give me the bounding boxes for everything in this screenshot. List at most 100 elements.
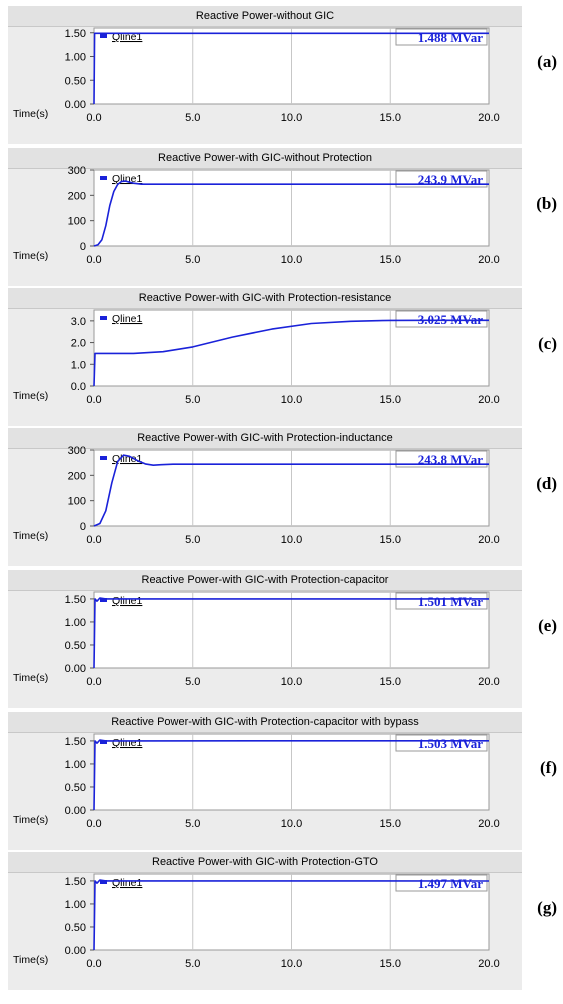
chart-panel: Reactive Power-without GIC 0.00 0.50 1.00 1.… [8,6,522,144]
x-tick-label: 10.0 [281,676,302,688]
x-tick-label: 20.0 [478,534,499,546]
x-axis-label: Time(s) [13,814,49,826]
x-tick-label: 0.0 [86,676,101,688]
y-tick-label: 1.50 [65,876,86,888]
y-tick-label: 0 [80,521,86,533]
chart-panel: Reactive Power-with GIC-with Protection-… [8,712,522,850]
x-axis-label: Time(s) [13,390,49,402]
y-tick-label: 1.00 [65,52,86,64]
x-tick-label: 0.0 [86,818,101,830]
value-box [395,592,488,610]
legend-label: Qline1 [112,453,143,465]
chart-panel: Reactive Power-with GIC-without Protecti… [8,148,522,286]
x-tick-label: 20.0 [478,112,499,124]
legend-swatch [100,34,107,38]
legend-label: Qline1 [112,595,143,607]
legend-swatch [100,740,107,744]
x-tick-label: 15.0 [380,958,401,970]
y-tick-label: 1.00 [65,899,86,911]
legend-swatch [100,598,107,602]
legend-swatch [100,456,107,460]
panel-label: (b) [536,194,557,213]
x-tick-label: 5.0 [185,676,200,688]
chart-title: Reactive Power-with GIC-with Protection-… [8,428,522,449]
x-tick-label: 0.0 [86,958,101,970]
y-tick-label: 1.0 [71,359,86,371]
x-axis-label: Time(s) [13,250,49,262]
value-readout: 1.501 MVar [418,594,483,609]
x-tick-label: 15.0 [380,394,401,406]
x-axis-label: Time(s) [13,108,49,120]
y-tick-label: 200 [68,190,86,202]
chart-title: Reactive Power-with GIC-with Protection-… [8,712,522,733]
panel-label: (e) [538,616,557,635]
chart-title: Reactive Power-with GIC-with Protection-… [8,852,522,873]
series-line [93,879,490,951]
chart-svg: 0.000.501.001.500.0 5.0 10.0 15.0 20.0Qline1… [65,27,500,124]
x-tick-label: 5.0 [185,394,200,406]
x-tick-label: 15.0 [380,254,401,266]
chart-svg: 0.000.501.001.500.0 5.0 10.0 15.0 20.0Qline1… [65,733,500,830]
series-line [93,32,489,105]
x-tick-label: 5.0 [185,818,200,830]
value-readout: 3.025 MVar [418,312,483,327]
x-axis-label: Time(s) [13,672,49,684]
y-tick-label: 1.50 [65,28,86,40]
y-tick-label: 0.00 [65,945,86,957]
value-box [395,734,488,752]
legend-label: Qline1 [112,877,143,889]
chart-svg: 0.000.501.001.500.0 5.0 10.0 15.0 20.0Qline1… [65,873,500,970]
legend-label: Qline1 [112,313,143,325]
y-tick-label: 1.00 [65,617,86,629]
series-line [93,739,490,811]
y-tick-label: 3.0 [71,316,86,328]
value-readout: 1.503 MVar [418,736,483,751]
chart-svg: 0.0 1.0 2.0 3.0 0.0 5.0 10.0 15.0 20.0 Qline1 3.02… [71,309,500,406]
y-tick-label: 1.00 [65,759,86,771]
y-tick-label: 0.50 [65,640,86,652]
x-tick-label: 5.0 [185,112,200,124]
y-tick-label: 0.0 [71,381,86,393]
x-tick-label: 20.0 [478,254,499,266]
y-tick-label: 0.00 [65,805,86,817]
value-box [395,170,488,188]
value-box [395,450,488,468]
panel-label: (c) [538,334,557,353]
chart-title: Reactive Power-with GIC-with Protection-… [8,570,522,591]
x-tick-label: 0.0 [86,254,101,266]
x-tick-label: 20.0 [478,394,499,406]
x-tick-label: 20.0 [478,676,499,688]
panel-label: (f) [540,758,557,777]
y-tick-label: 0.50 [65,782,86,794]
legend-label: Qline1 [112,737,143,749]
y-tick-label: 2.0 [71,338,86,350]
chart-panel: Reactive Power-with GIC-with Protection-… [8,570,522,708]
x-tick-label: 5.0 [185,534,200,546]
value-readout: 1.497 MVar [418,876,483,891]
x-tick-label: 0.0 [86,112,101,124]
x-tick-label: 0.0 [86,394,101,406]
chart-title: Reactive Power-with GIC-with Protection-… [8,288,522,309]
value-box [395,874,488,892]
x-axis-label: Time(s) [13,530,49,542]
x-tick-label: 10.0 [281,394,302,406]
series-line [93,454,489,527]
value-readout: 1.488 MVar [418,30,483,45]
series-line [93,597,489,669]
y-tick-label: 0.00 [65,99,86,111]
value-box [395,310,488,328]
series-line [93,180,489,247]
chart-title: Reactive Power-with GIC-without Protecti… [8,148,522,169]
x-tick-label: 10.0 [281,534,302,546]
y-tick-label: 1.50 [65,736,86,748]
y-tick-label: 1.50 [65,594,86,606]
x-tick-label: 10.0 [281,958,302,970]
legend-swatch [100,880,107,884]
y-tick-label: 300 [68,165,86,177]
value-readout: 243.8 MVar [418,452,483,467]
chart-panel: Reactive Power-with GIC-with Protection-… [8,428,522,566]
y-tick-label: 100 [68,496,86,508]
x-tick-label: 5.0 [185,958,200,970]
y-tick-label: 300 [68,445,86,457]
series-line [93,319,489,387]
